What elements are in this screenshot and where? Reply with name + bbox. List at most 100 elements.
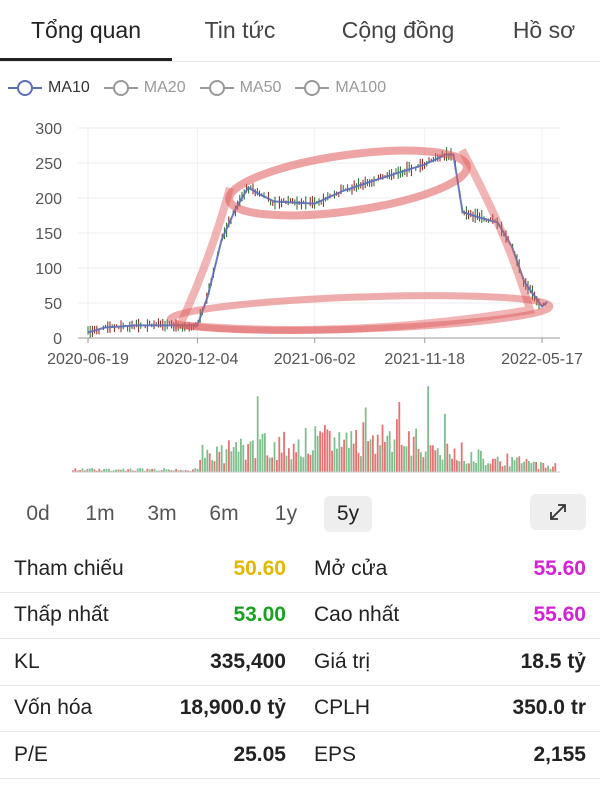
volume-bar <box>93 469 96 472</box>
volume-bar <box>535 461 537 472</box>
volume-bar <box>268 457 271 472</box>
volume-bar <box>525 458 528 472</box>
tab-profile[interactable]: Hồ sơ <box>512 16 576 43</box>
price-chart[interactable]: 0 50 100 150 200 250 300 2020-06-19 2020-12-04 20… <box>0 110 600 372</box>
period-3m[interactable]: 3m <box>147 502 177 525</box>
volume-bar <box>189 470 192 472</box>
volume-bar <box>249 441 252 472</box>
volume-bar <box>211 460 213 472</box>
volume-bar <box>307 453 309 472</box>
volume-bar <box>544 467 547 472</box>
y-tick-label: 300 <box>35 121 62 138</box>
volume-bar <box>362 422 365 472</box>
volume-bar <box>542 463 545 472</box>
volume-bar <box>398 401 401 472</box>
volume-bar <box>213 461 216 472</box>
volume-bar <box>100 470 103 472</box>
tab-bar: Tổng quan Tin tức Cộng đồng Hồ sơ <box>0 0 600 62</box>
volume-bar <box>156 470 158 472</box>
volume-bar <box>208 453 211 472</box>
volume-bar <box>396 419 398 472</box>
volume-bar <box>158 470 161 472</box>
period-0d[interactable]: 0d <box>26 502 50 525</box>
volume-bar <box>410 455 413 472</box>
stat-value: 2,155 <box>533 742 586 766</box>
period-5y[interactable]: 5y <box>324 496 372 532</box>
volume-bar <box>333 437 336 472</box>
volume-bar <box>278 436 281 472</box>
ma10-label: MA10 <box>48 79 90 96</box>
stat-label: EPS <box>314 742 357 766</box>
volume-bar <box>148 469 151 472</box>
tab-overview[interactable]: Tổng quan <box>31 16 141 43</box>
volume-bar <box>96 470 98 472</box>
volume-bar <box>422 457 425 472</box>
volume-bar <box>408 431 410 472</box>
expand-chart-button[interactable] <box>530 494 586 530</box>
period-6m[interactable]: 6m <box>209 502 239 525</box>
ma20-toggle[interactable]: MA20 <box>103 79 186 97</box>
volume-bar <box>264 433 266 472</box>
ma50-toggle[interactable]: MA50 <box>199 79 281 97</box>
ma10-toggle[interactable]: MA10 <box>8 79 90 97</box>
volume-bar <box>446 443 449 472</box>
volume-bar <box>429 445 432 472</box>
volume-bar <box>324 425 326 472</box>
period-1y[interactable]: 1y <box>274 502 298 525</box>
volume-bar <box>513 460 516 472</box>
volume-bar <box>271 457 273 472</box>
volume-bar <box>376 434 379 472</box>
volume-bar <box>84 470 86 472</box>
volume-bar <box>345 432 348 472</box>
stat-shares-outstanding: CPLH 350.0 tr <box>300 686 600 732</box>
volume-bar <box>160 470 163 472</box>
volume-bar <box>110 470 113 472</box>
volume-bar <box>184 470 187 472</box>
volume-bar <box>266 455 269 472</box>
stat-value: 50.60 <box>233 556 286 580</box>
volume-bar <box>456 460 458 472</box>
volume-bar <box>501 466 504 472</box>
volume-bar <box>472 461 475 472</box>
volume-bar <box>168 469 170 472</box>
volume-bar <box>237 451 240 472</box>
volume-bar <box>355 430 357 472</box>
volume-bar <box>192 469 194 472</box>
volume-bar <box>465 463 468 472</box>
volume-bar <box>163 468 165 472</box>
ma20-label: MA20 <box>143 79 186 96</box>
volume-bar <box>165 469 168 472</box>
volume-bar <box>129 468 132 472</box>
volume-bar <box>350 431 353 472</box>
x-tick-label: 2021-06-02 <box>274 351 356 368</box>
volume-bar <box>206 449 209 472</box>
volume-bar <box>475 463 477 472</box>
volume-bar <box>105 468 108 472</box>
volume-bar <box>516 457 518 472</box>
stats-grid: Tham chiếu 50.60 Mở cửa 55.60 Thấp nhất … <box>0 546 600 779</box>
volume-bar <box>424 451 427 472</box>
volume-bar <box>280 452 283 472</box>
volume-bar <box>247 444 249 472</box>
volume-bar <box>304 427 307 472</box>
stat-value: 18.5 tỷ <box>520 649 586 673</box>
volume-bar <box>343 439 345 472</box>
volume-bar <box>194 468 197 472</box>
y-tick-label: 200 <box>35 191 62 208</box>
period-1m[interactable]: 1m <box>85 502 115 525</box>
ma-line-icon <box>103 79 138 97</box>
volume-bar <box>374 453 377 472</box>
tab-community[interactable]: Cộng đồng <box>341 16 455 43</box>
volume-bar <box>172 470 175 472</box>
volume-bar <box>153 468 156 472</box>
volume-bar <box>489 463 492 472</box>
ma100-toggle[interactable]: MA100 <box>295 79 386 97</box>
tab-news[interactable]: Tin tức <box>204 16 276 43</box>
volume-bar <box>115 469 117 472</box>
stat-label: Cao nhất <box>314 603 400 627</box>
volume-bar <box>218 451 221 472</box>
volume-bar <box>508 466 511 472</box>
volume-bar <box>436 448 439 472</box>
volume-bar <box>285 455 288 472</box>
volume-bar <box>417 449 420 472</box>
